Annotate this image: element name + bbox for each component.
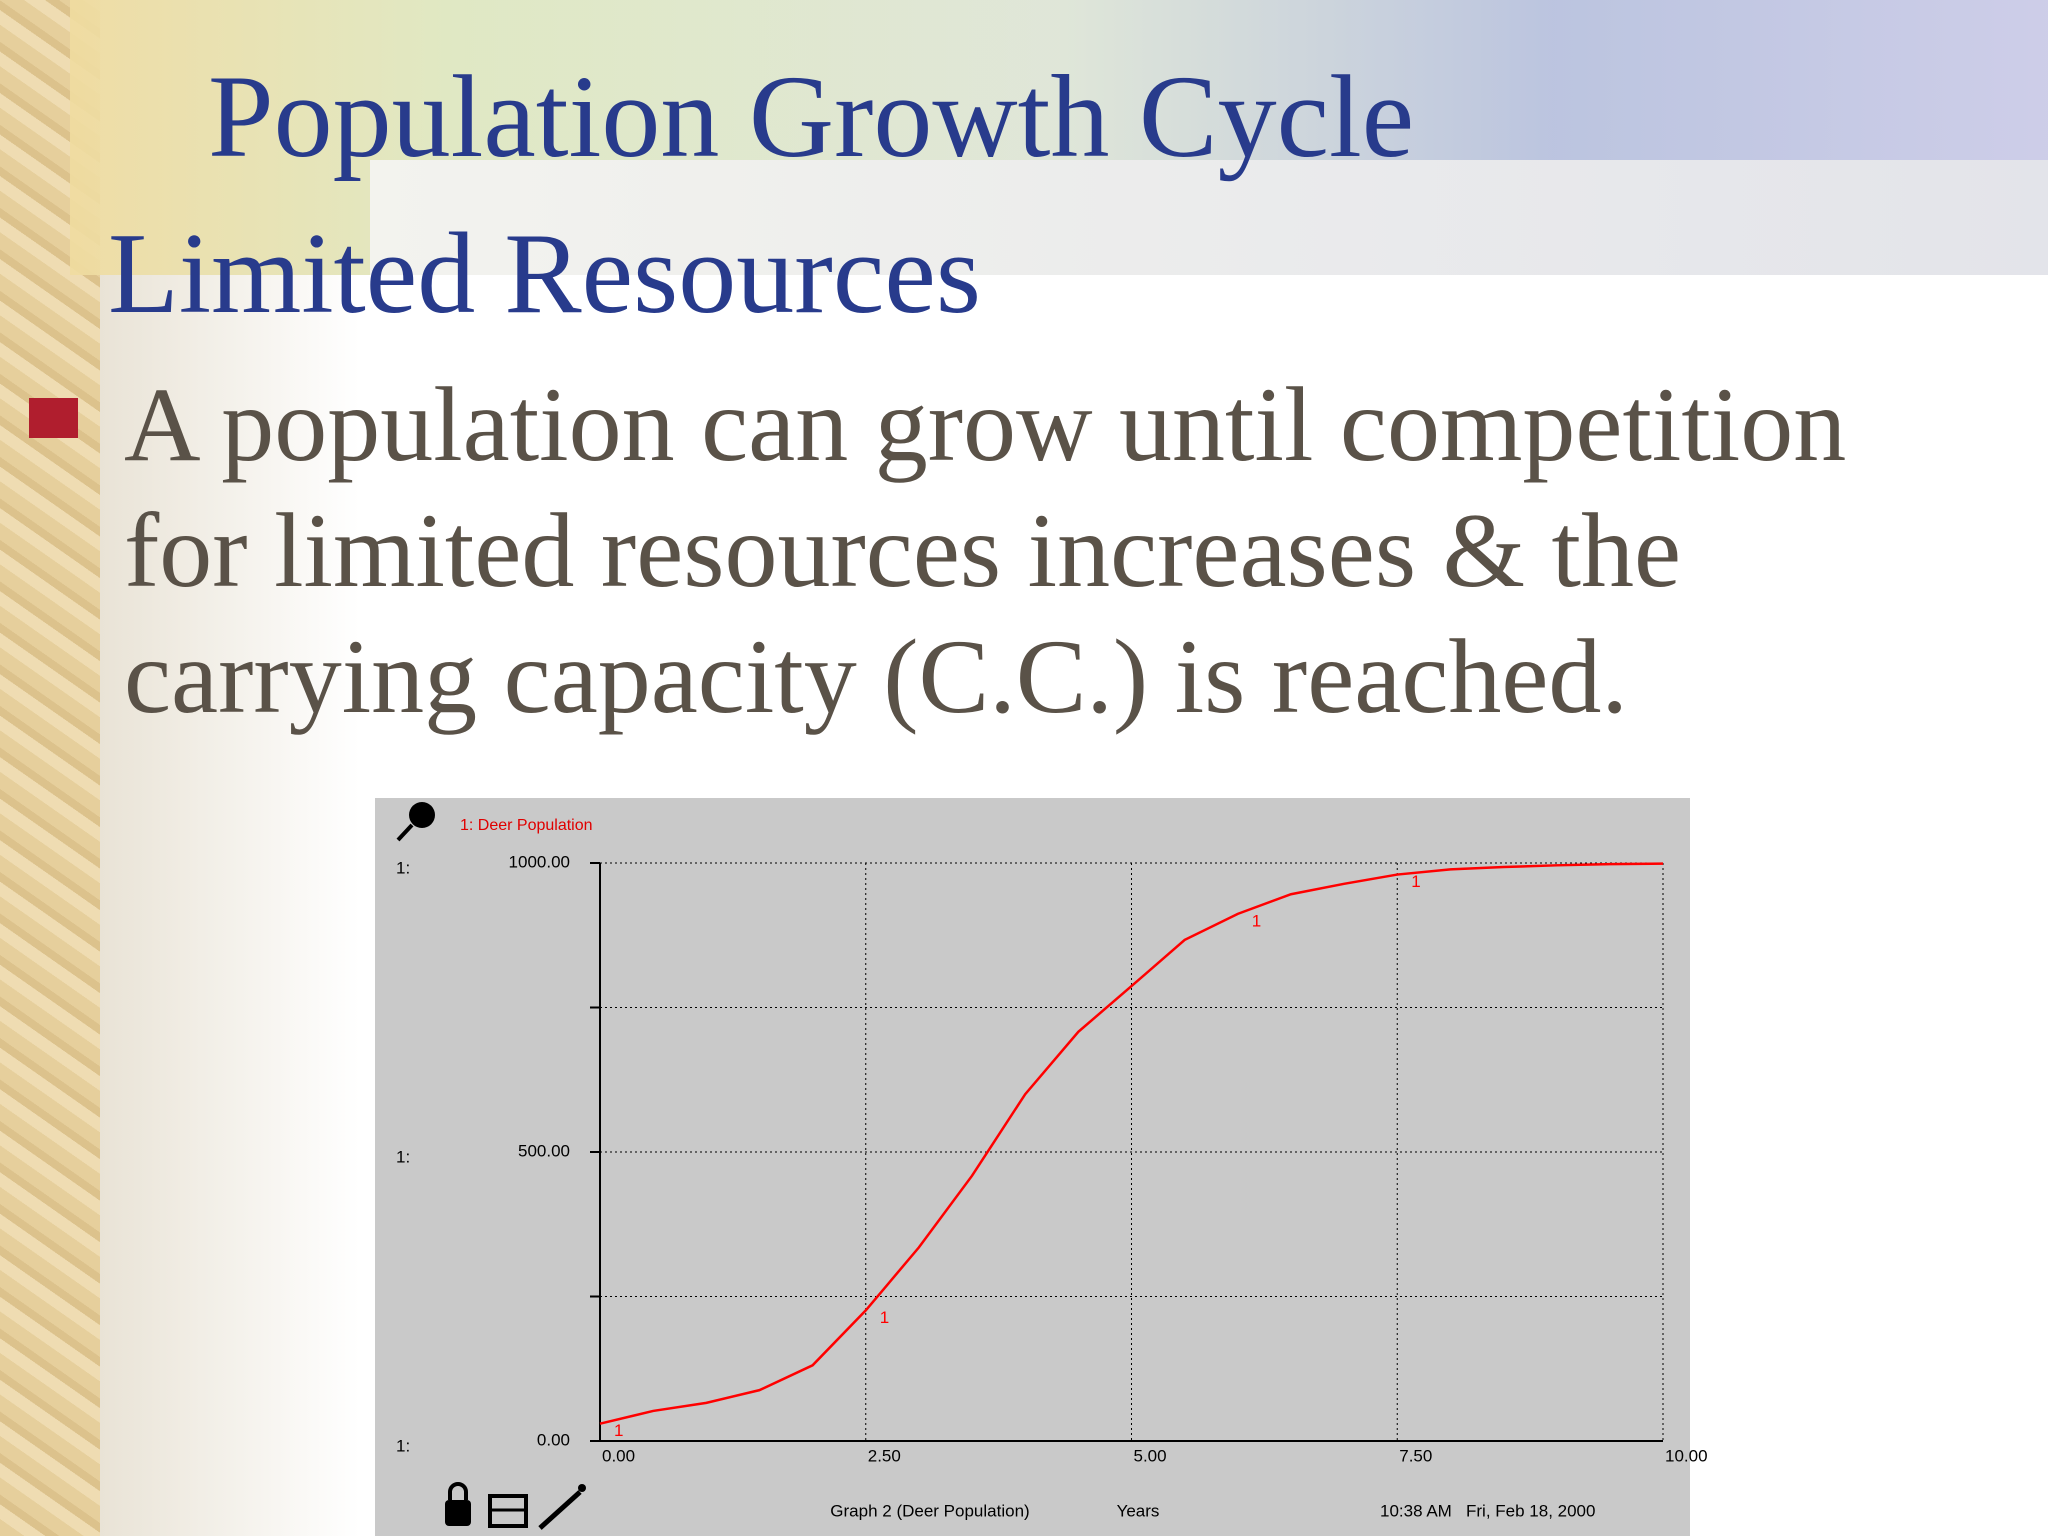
y-tick-label: 1000.00	[509, 852, 570, 871]
slide-subtitle: Limited Resources	[108, 210, 982, 338]
chart-caption: Graph 2 (Deer Population)	[830, 1501, 1029, 1520]
legend-label: 1: Deer Population	[460, 817, 593, 834]
bullet-line: carrying capacity (C.C.) is reached.	[124, 618, 1628, 735]
x-tick-label: 0.00	[602, 1446, 635, 1465]
x-axis-label: Years	[1117, 1501, 1160, 1520]
series-marker: 1	[880, 1308, 889, 1327]
x-tick-label: 7.50	[1399, 1446, 1432, 1465]
series-marker: 1	[1252, 911, 1261, 930]
slide-title: Population Growth Cycle	[208, 51, 1415, 182]
timestamp: 10:38 AM Fri, Feb 18, 2000	[1380, 1501, 1595, 1520]
x-tick-label: 10.00	[1665, 1446, 1708, 1465]
data-line	[599, 862, 1664, 1425]
bullet-line: for limited resources increases & the	[124, 492, 1682, 609]
print-icon[interactable]	[488, 1494, 528, 1528]
y-tick-label: 500.00	[518, 1141, 570, 1160]
zoom-icon[interactable]	[396, 802, 435, 842]
x-tick-label: 5.00	[1134, 1446, 1167, 1465]
axis-prefix: 1:	[396, 1436, 410, 1455]
axis-prefix: 1:	[396, 858, 410, 877]
bullet-text: A population can grow until competition …	[124, 362, 1846, 740]
y-tick-label: 0.00	[537, 1430, 570, 1449]
series-marker: 1	[614, 1421, 623, 1440]
x-tick-label: 2.50	[868, 1446, 901, 1465]
banner-band	[370, 160, 2048, 275]
wand-icon[interactable]	[538, 1484, 586, 1530]
bullet-marker	[29, 398, 78, 438]
bullet-line: A population can grow until competition	[124, 366, 1847, 483]
axis-prefix: 1:	[396, 1147, 410, 1166]
series-marker: 1	[1411, 872, 1420, 891]
chart-panel	[375, 798, 1690, 1536]
lock-icon[interactable]	[445, 1482, 471, 1526]
